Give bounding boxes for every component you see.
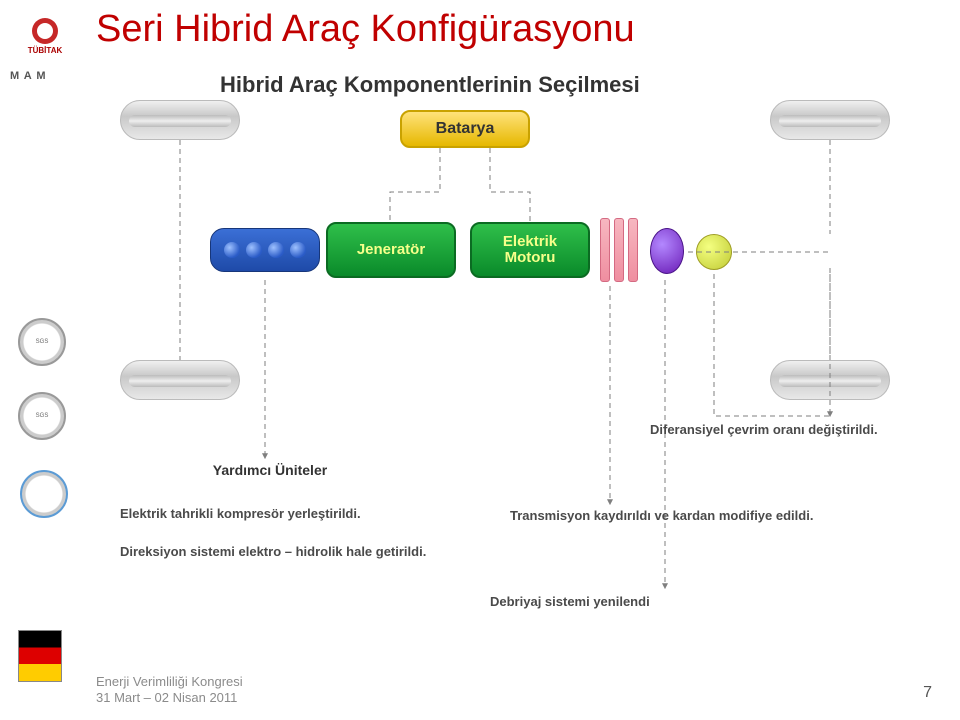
note-diff: Diferansiyel çevrim oranı değiştirildi.: [650, 422, 950, 437]
engine-block: [210, 228, 320, 272]
note-trans: Transmisyon kaydırıldı ve kardan modifiy…: [510, 508, 850, 523]
generator-box: Jeneratör: [326, 222, 456, 278]
note-aux2: Direksiyon sistemi elektro – hidrolik ha…: [120, 544, 460, 559]
sidebar: TÜBİTAK M A M SGS SGS: [0, 0, 90, 720]
page-number: 7: [923, 684, 932, 702]
emotor-label: Elektrik Motoru: [503, 234, 557, 267]
note-aux2-text: Direksiyon sistemi elektro – hidrolik ha…: [120, 544, 426, 559]
emotor-box: Elektrik Motoru: [470, 222, 590, 278]
page-title: Seri Hibrid Araç Konfigürasyonu: [96, 8, 635, 51]
page-subtitle: Hibrid Araç Komponentlerinin Seçilmesi: [220, 72, 640, 98]
tubitak-label: TÜBİTAK: [28, 46, 63, 55]
engine-cyl-icon: [290, 242, 306, 258]
wheel-rear-right: [770, 360, 890, 400]
cert-badge-3: [20, 470, 68, 518]
battery-box: Batarya: [400, 110, 530, 148]
note-aux-header: Yardımcı Üniteler: [180, 462, 360, 478]
cert-badge-2: SGS: [18, 392, 66, 440]
logo-tubitak: TÜBİTAK: [10, 18, 80, 55]
note-clutch-text: Debriyaj sistemi yenilendi: [490, 594, 650, 609]
note-aux1: Elektrik tahrikli kompresör yerleştirild…: [120, 506, 460, 521]
footer-line2: 31 Mart – 02 Nisan 2011: [96, 690, 243, 706]
gearbox-bar: [600, 218, 610, 282]
note-diff-text: Diferansiyel çevrim oranı değiştirildi.: [650, 422, 878, 437]
battery-label: Batarya: [436, 120, 495, 138]
clutch: [650, 228, 684, 274]
gearbox-bar: [628, 218, 638, 282]
wheel-front-right: [770, 100, 890, 140]
engine-cyl-icon: [224, 242, 240, 258]
note-trans-text: Transmisyon kaydırıldı ve kardan modifiy…: [510, 508, 813, 523]
generator-label: Jeneratör: [357, 242, 425, 259]
engine-cyl-icon: [268, 242, 284, 258]
cert-badge-4: [18, 630, 62, 682]
connector-batt-to-emot: [490, 148, 530, 222]
logo-mam: M A M: [10, 70, 47, 82]
gearbox: [600, 218, 638, 282]
note-aux-header-text: Yardımcı Üniteler: [213, 462, 327, 478]
diagram-canvas: Batarya Jeneratör Elektrik Motoru Difera…: [90, 100, 960, 680]
cert-badge-1: SGS: [18, 318, 66, 366]
tubitak-badge-icon: [32, 18, 58, 44]
note-clutch: Debriyaj sistemi yenilendi: [490, 594, 790, 609]
note-aux1-text: Elektrik tahrikli kompresör yerleştirild…: [120, 506, 361, 521]
footer-line1: Enerji Verimliliği Kongresi: [96, 674, 243, 690]
wheel-rear-left: [120, 360, 240, 400]
gearbox-bar: [614, 218, 624, 282]
engine-cyl-icon: [246, 242, 262, 258]
footer-conference: Enerji Verimliliği Kongresi 31 Mart – 02…: [96, 674, 243, 707]
wheel-front-left: [120, 100, 240, 140]
differential: [696, 234, 732, 270]
connector-batt-to-gen: [390, 148, 440, 222]
